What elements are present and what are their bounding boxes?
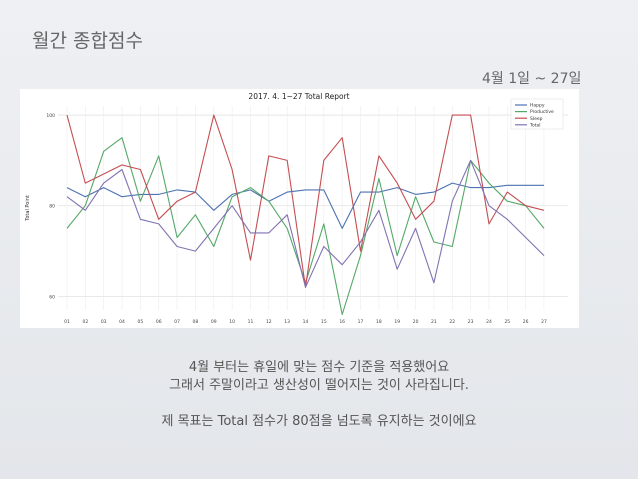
x-tick-label: 03: [101, 319, 107, 325]
x-tick-label: 10: [229, 319, 235, 325]
legend-label-productive: Productive: [530, 109, 554, 115]
y-axis-label: Total Point: [25, 195, 31, 222]
x-tick-label: 07: [174, 319, 180, 325]
x-tick-label: 18: [376, 319, 382, 325]
x-tick-label: 22: [449, 319, 455, 325]
series-line-total: [66, 159, 545, 288]
y-tick-label: 60: [49, 294, 55, 300]
x-tick-label: 09: [211, 319, 217, 325]
x-tick-label: 26: [523, 319, 529, 325]
legend-label-sleep: Sleep: [530, 116, 543, 122]
y-tick-label: 100: [46, 113, 55, 119]
chart-title: 2017. 4. 1~27 Total Report: [248, 92, 349, 101]
x-tick-label: 20: [413, 319, 419, 325]
x-tick-label: 16: [339, 319, 345, 325]
series-line-happy: [66, 182, 544, 229]
chart-panel: 60 80 100 01 02 03 04 05 06 07 08 09 10 11 12 13 14 15 16 1…: [20, 89, 579, 335]
x-tick-label: 02: [82, 319, 88, 325]
x-tick-label: 08: [193, 319, 199, 325]
legend-label-happy: Happy: [530, 103, 545, 109]
date-range: 4월 1일 ~ 27일: [482, 71, 582, 87]
note-line-1: 4월 부터는 휴일에 맞는 점수 기준을 적용했어요: [188, 360, 450, 375]
note-line-2: 그래서 주말이라고 생산성이 떨어지는 것이 사라집니다.: [169, 378, 469, 393]
x-tick-label: 15: [321, 319, 327, 325]
x-tick-label: 27: [541, 319, 547, 325]
x-tick-label: 14: [303, 319, 309, 325]
x-tick-label: 13: [284, 319, 290, 325]
x-tick-label: 24: [486, 319, 492, 325]
x-tick-label: 25: [504, 319, 510, 325]
x-tick-label: 21: [431, 319, 437, 325]
x-tick-label: 06: [156, 319, 162, 325]
y-tick-label: 80: [49, 204, 55, 210]
x-tick-label: 04: [119, 319, 125, 325]
x-tick-label: 01: [64, 319, 70, 325]
x-tick-label: 11: [248, 319, 254, 325]
x-tick-label: 19: [394, 319, 400, 325]
x-tick-label: 12: [266, 319, 272, 325]
note-line-3: 제 목표는 Total 점수가 80점을 넘도록 유지하는 것이에요: [161, 414, 477, 429]
legend-label-total: Total: [529, 122, 541, 128]
slide-title: 월간 종합점수: [32, 30, 143, 52]
x-tick-label: 23: [468, 319, 474, 325]
line-chart: 60 80 100 01 02 03 04 05 06 07 08 09 10 11 12 13 14 15 16 1…: [25, 92, 568, 335]
x-tick-label: 17: [358, 319, 364, 325]
legend-box: [510, 98, 564, 130]
plot-area: [58, 106, 568, 310]
x-tick-label: 05: [138, 319, 144, 325]
